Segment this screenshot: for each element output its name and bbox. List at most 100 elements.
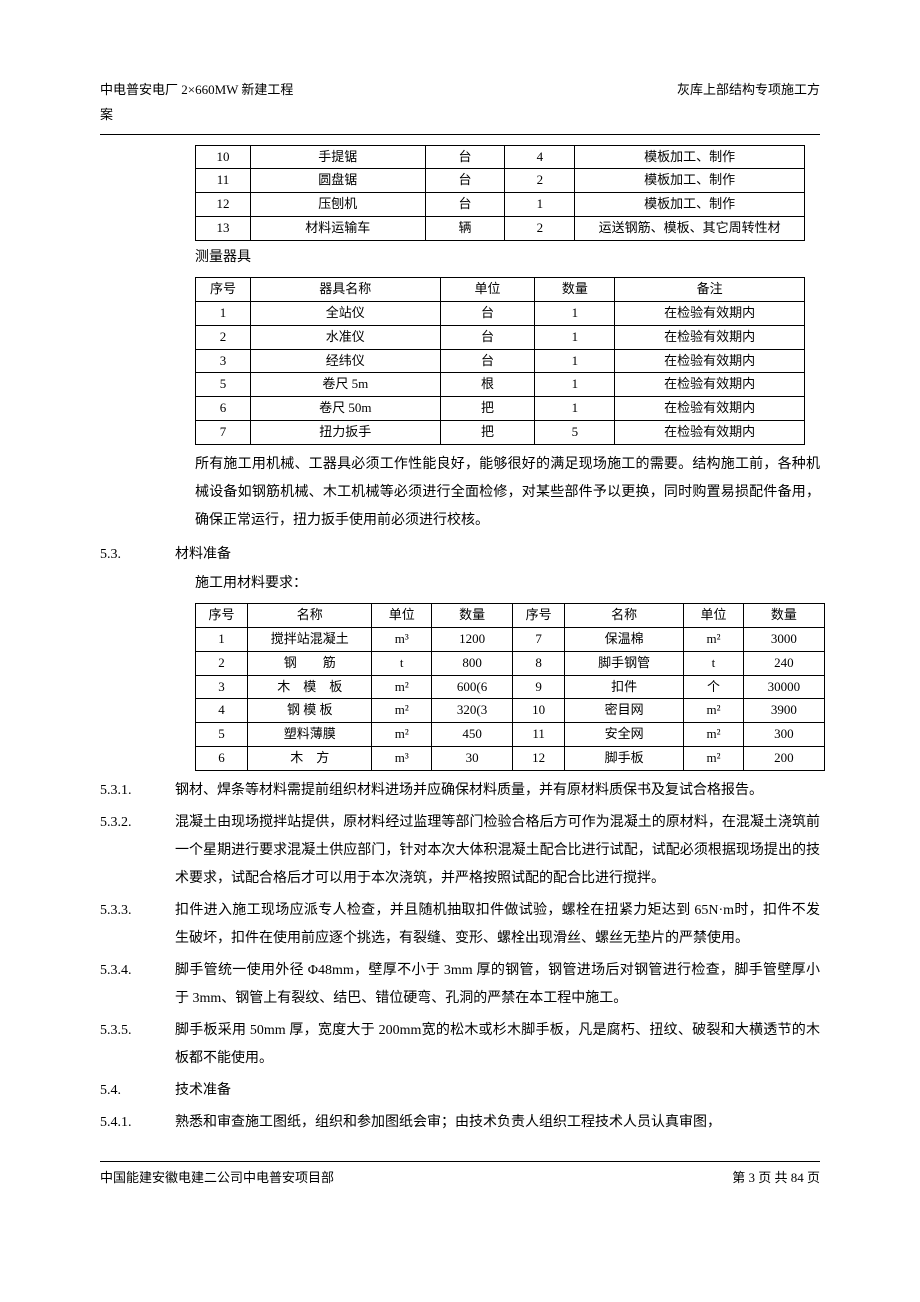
table-row: 6木 方m³3012脚手板m²200 (196, 746, 825, 770)
table-header-cell: 数量 (743, 604, 824, 628)
table-cell: 台 (425, 169, 505, 193)
item-number: 5.3.1. (100, 777, 175, 805)
table-cell: 3000 (743, 627, 824, 651)
table-header-cell: 名称 (247, 604, 372, 628)
table-cell: 2 (505, 216, 575, 240)
table-cell: 12 (196, 193, 251, 217)
table-header-cell: 序号 (513, 604, 565, 628)
table-cell: 1 (196, 301, 251, 325)
item-number: 5.3.3. (100, 897, 175, 953)
table-row: 5卷尺 5m根1在检验有效期内 (196, 373, 805, 397)
item-text: 脚手板采用 50mm 厚，宽度大于 200mm宽的松木或杉木脚手板，凡是腐朽、扭… (175, 1017, 820, 1073)
item-text: 扣件进入施工现场应派专人检查，并且随机抽取扣件做试验，螺栓在扭紧力矩达到 65N… (175, 897, 820, 953)
table-row: 11圆盘锯台2模板加工、制作 (196, 169, 805, 193)
header-left: 中电普安电厂 2×660MW 新建工程 (100, 80, 293, 101)
table-cell: m² (372, 699, 432, 723)
table-row: 5塑料薄膜m²45011安全网m²300 (196, 723, 825, 747)
table-cell: 11 (196, 169, 251, 193)
table-cell: 在检验有效期内 (615, 397, 805, 421)
table-cell: 1 (196, 627, 248, 651)
table-cell: 600(6 (431, 675, 512, 699)
numbered-item: 5.3.2.混凝土由现场搅拌站提供，原材料经过监理等部门检验合格后方可作为混凝土… (100, 809, 820, 893)
sec-5-3-num: 5.3. (100, 541, 175, 569)
table-cell: 320(3 (431, 699, 512, 723)
table-cell: 1200 (431, 627, 512, 651)
table-header-cell: 备注 (615, 278, 805, 302)
table-row: 2水准仪台1在检验有效期内 (196, 325, 805, 349)
table-cell: 水准仪 (250, 325, 440, 349)
table-cell: 1 (535, 325, 615, 349)
table-cell: 木 模 板 (247, 675, 372, 699)
table-cell: 30000 (743, 675, 824, 699)
table-cell: 9 (513, 675, 565, 699)
table-cell: 13 (196, 216, 251, 240)
item-text: 混凝土由现场搅拌站提供，原材料经过监理等部门检验合格后方可作为混凝土的原材料，在… (175, 809, 820, 893)
material-heading: 施工用材料要求： (195, 573, 820, 595)
table-cell: m² (684, 699, 744, 723)
table-cell: 11 (513, 723, 565, 747)
table-cell: 钢 筋 (247, 651, 372, 675)
table-cell: 200 (743, 746, 824, 770)
table-cell: 在检验有效期内 (615, 420, 805, 444)
table-cell: 1 (535, 373, 615, 397)
item-number: 5.3.4. (100, 957, 175, 1013)
table-cell: 模板加工、制作 (575, 145, 805, 169)
table-cell: m³ (372, 627, 432, 651)
para-after-t2: 所有施工用机械、工器具必须工作性能良好，能够很好的满足现场施工的需要。结构施工前… (195, 451, 820, 535)
sec-5-3-title: 材料准备 (175, 541, 820, 569)
table-cell: 扭力扳手 (250, 420, 440, 444)
table-cell: 塑料薄膜 (247, 723, 372, 747)
table-cell: 运送钢筋、模板、其它周转性材 (575, 216, 805, 240)
table-cell: 台 (440, 349, 535, 373)
table-cell: 7 (196, 420, 251, 444)
table-cell: 8 (513, 651, 565, 675)
table-cell: 卷尺 50m (250, 397, 440, 421)
table-cell: 在检验有效期内 (615, 325, 805, 349)
page-footer: 中国能建安徽电建二公司中电普安项目部 第 3 页 共 84 页 (100, 1161, 820, 1189)
item-number: 5.4.1. (100, 1109, 175, 1137)
table-cell: 扣件 (565, 675, 684, 699)
instrument-table: 序号器具名称单位数量备注 1全站仪台1在检验有效期内2水准仪台1在检验有效期内3… (195, 277, 805, 445)
table-cell: 模板加工、制作 (575, 193, 805, 217)
table-cell: 450 (431, 723, 512, 747)
table-header-cell: 单位 (440, 278, 535, 302)
item-number: 5.3.2. (100, 809, 175, 893)
table-cell: 10 (513, 699, 565, 723)
table-cell: 卷尺 5m (250, 373, 440, 397)
table-row: 3木 模 板m²600(69扣件个30000 (196, 675, 825, 699)
table-row: 13材料运输车辆2运送钢筋、模板、其它周转性材 (196, 216, 805, 240)
table-cell: 5 (196, 373, 251, 397)
table-cell: 辆 (425, 216, 505, 240)
table-cell: 把 (440, 397, 535, 421)
table-cell: 在检验有效期内 (615, 349, 805, 373)
table-row: 4钢 模 板m²320(310密目网m²3900 (196, 699, 825, 723)
table-cell: 5 (535, 420, 615, 444)
table-cell: 密目网 (565, 699, 684, 723)
header-sub: 案 (100, 105, 820, 126)
table-row: 10手提锯台4模板加工、制作 (196, 145, 805, 169)
table-cell: 木 方 (247, 746, 372, 770)
table-row: 2钢 筋t8008脚手钢管t240 (196, 651, 825, 675)
footer-right: 第 3 页 共 84 页 (732, 1168, 820, 1189)
table-cell: 手提锯 (250, 145, 425, 169)
table-cell: m² (372, 675, 432, 699)
table-cell: 台 (425, 145, 505, 169)
item-text: 熟悉和审查施工图纸，组织和参加图纸会审；由技术负责人组织工程技术人员认真审图， (175, 1109, 820, 1137)
table-cell: 搅拌站混凝土 (247, 627, 372, 651)
table-cell: 6 (196, 746, 248, 770)
table-cell: m² (372, 723, 432, 747)
table-cell: 钢 模 板 (247, 699, 372, 723)
numbered-item: 5.3.3.扣件进入施工现场应派专人检查，并且随机抽取扣件做试验，螺栓在扭紧力矩… (100, 897, 820, 953)
table-cell: 个 (684, 675, 744, 699)
table-cell: 模板加工、制作 (575, 169, 805, 193)
item-text: 技术准备 (175, 1077, 820, 1105)
table-cell: 12 (513, 746, 565, 770)
footer-left: 中国能建安徽电建二公司中电普安项目部 (100, 1168, 334, 1189)
item-text: 钢材、焊条等材料需提前组织材料进场并应确保材料质量，并有原材料质保书及复试合格报… (175, 777, 820, 805)
table-cell: 经纬仪 (250, 349, 440, 373)
table-cell: 台 (440, 301, 535, 325)
table-cell: 2 (505, 169, 575, 193)
table-cell: 2 (196, 325, 251, 349)
table-cell: 6 (196, 397, 251, 421)
table-cell: 240 (743, 651, 824, 675)
